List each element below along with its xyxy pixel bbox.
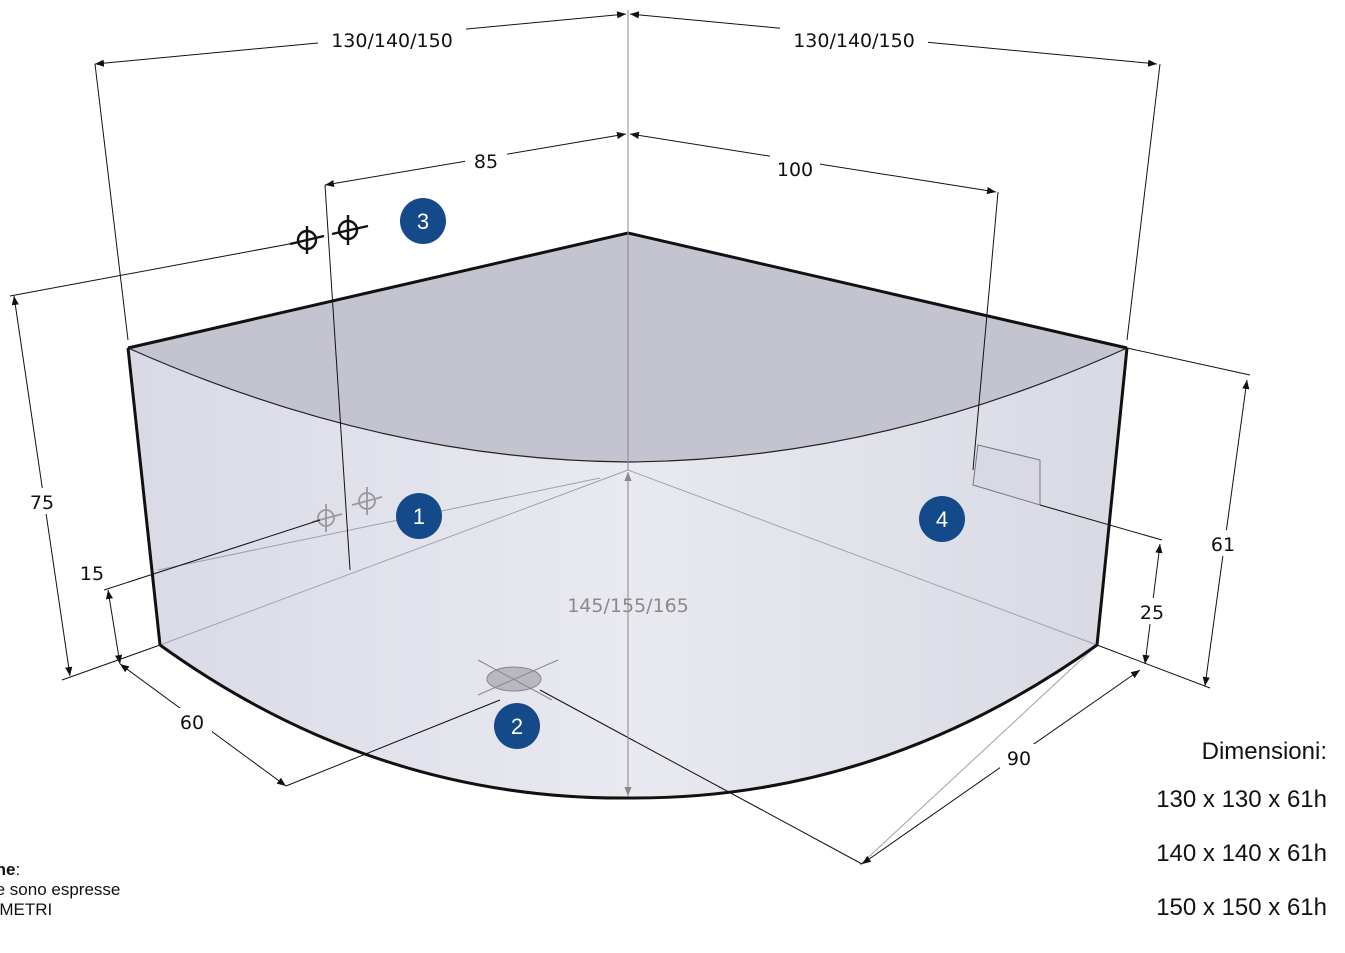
dim-front-right: 90: [1007, 748, 1031, 770]
dim-top-right: 130/140/150: [793, 30, 915, 52]
note-colon: :: [15, 860, 21, 879]
marker-badge-2: 2: [494, 703, 540, 749]
note-line-2: NTIMETRI: [0, 900, 53, 919]
marker-badge-1: 1: [396, 493, 442, 539]
dim-height-total: 75: [30, 492, 54, 514]
tub-left-edge: [126, 347, 162, 646]
dimensions-panel: Dimensioni: 130 x 130 x 61h 140 x 140 x …: [1156, 738, 1327, 950]
size-option: 130 x 130 x 61h: [1156, 786, 1327, 813]
marker-badge-3: 3: [400, 198, 446, 244]
dim-right-low: 25: [1140, 602, 1164, 624]
tub-right-edge: [1095, 347, 1129, 646]
marker-badge-4: 4: [919, 496, 965, 542]
dimensions-heading: Dimensioni:: [1201, 738, 1327, 765]
dim-inner-right: 100: [777, 159, 813, 181]
svg-text:1: 1: [413, 504, 425, 529]
dim-inner-left: 85: [474, 151, 498, 173]
dim-top-left: 130/140/150: [331, 30, 453, 52]
dim-diagonal: 145/155/165: [567, 595, 689, 617]
svg-text:3: 3: [417, 209, 429, 234]
svg-text:2: 2: [511, 714, 523, 739]
dim-right-height: 61: [1211, 534, 1235, 556]
size-option: 140 x 140 x 61h: [1156, 840, 1327, 867]
measurement-note: zione: sure sono espresse NTIMETRI: [0, 860, 120, 920]
note-line-1: sure sono espresse: [0, 880, 121, 899]
note-title: zione: [0, 860, 16, 879]
dim-front-left: 60: [180, 712, 204, 734]
svg-text:4: 4: [936, 507, 948, 532]
size-option: 150 x 150 x 61h: [1156, 894, 1327, 921]
dim-left-low: 15: [80, 563, 104, 585]
drain-icon: [477, 659, 559, 701]
